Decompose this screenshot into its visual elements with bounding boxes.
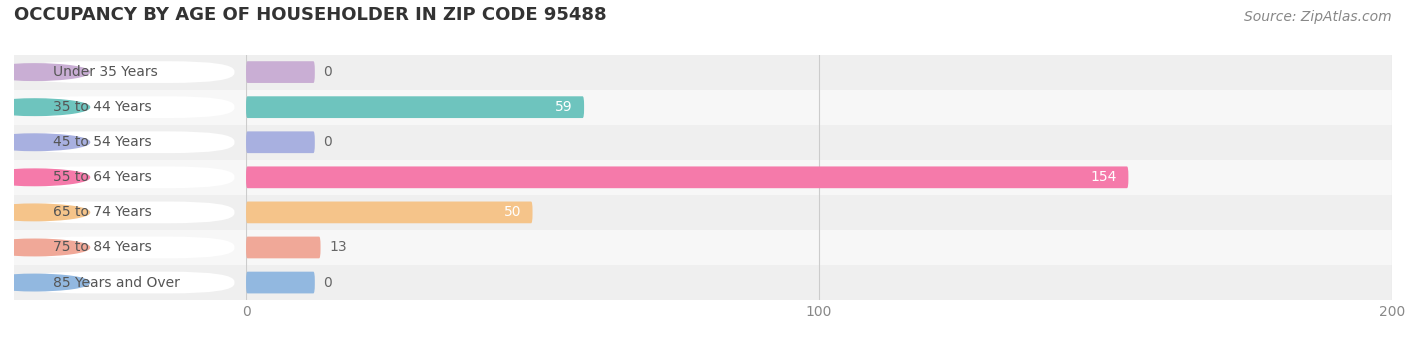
Bar	[246, 195, 1406, 230]
Circle shape	[0, 239, 90, 256]
Circle shape	[0, 134, 90, 150]
Circle shape	[0, 99, 90, 116]
FancyBboxPatch shape	[246, 96, 583, 118]
Bar	[246, 55, 1406, 90]
Circle shape	[0, 169, 90, 186]
Text: 55 to 64 Years: 55 to 64 Years	[53, 170, 152, 184]
Circle shape	[0, 274, 90, 291]
Text: Source: ZipAtlas.com: Source: ZipAtlas.com	[1244, 10, 1392, 24]
Text: 0: 0	[323, 135, 332, 149]
Text: 75 to 84 Years: 75 to 84 Years	[53, 240, 152, 254]
FancyBboxPatch shape	[246, 237, 321, 258]
Text: 0: 0	[323, 65, 332, 79]
FancyBboxPatch shape	[21, 61, 235, 83]
Text: 85 Years and Over: 85 Years and Over	[53, 276, 180, 290]
FancyBboxPatch shape	[14, 90, 246, 125]
FancyBboxPatch shape	[14, 125, 246, 160]
Text: 50: 50	[503, 205, 522, 219]
Text: OCCUPANCY BY AGE OF HOUSEHOLDER IN ZIP CODE 95488: OCCUPANCY BY AGE OF HOUSEHOLDER IN ZIP C…	[14, 6, 606, 24]
Text: 0: 0	[323, 276, 332, 290]
FancyBboxPatch shape	[246, 202, 533, 223]
Text: 45 to 54 Years: 45 to 54 Years	[53, 135, 152, 149]
FancyBboxPatch shape	[246, 131, 315, 153]
FancyBboxPatch shape	[246, 166, 1129, 188]
FancyBboxPatch shape	[21, 237, 235, 258]
Bar	[246, 265, 1406, 300]
FancyBboxPatch shape	[14, 55, 246, 90]
FancyBboxPatch shape	[14, 230, 246, 265]
FancyBboxPatch shape	[246, 61, 315, 83]
Text: 65 to 74 Years: 65 to 74 Years	[53, 205, 152, 219]
Text: 59: 59	[555, 100, 572, 114]
Bar	[246, 160, 1406, 195]
Circle shape	[0, 204, 90, 221]
Text: 154: 154	[1091, 170, 1116, 184]
FancyBboxPatch shape	[14, 160, 246, 195]
Text: Under 35 Years: Under 35 Years	[53, 65, 159, 79]
FancyBboxPatch shape	[246, 272, 315, 293]
Bar	[246, 90, 1406, 125]
FancyBboxPatch shape	[14, 265, 246, 300]
FancyBboxPatch shape	[14, 195, 246, 230]
FancyBboxPatch shape	[21, 131, 235, 153]
Circle shape	[0, 64, 90, 80]
FancyBboxPatch shape	[21, 96, 235, 118]
Text: 35 to 44 Years: 35 to 44 Years	[53, 100, 152, 114]
FancyBboxPatch shape	[21, 166, 235, 188]
Bar	[246, 125, 1406, 160]
Bar	[246, 230, 1406, 265]
FancyBboxPatch shape	[21, 272, 235, 293]
Text: 13: 13	[329, 240, 347, 254]
FancyBboxPatch shape	[21, 202, 235, 223]
